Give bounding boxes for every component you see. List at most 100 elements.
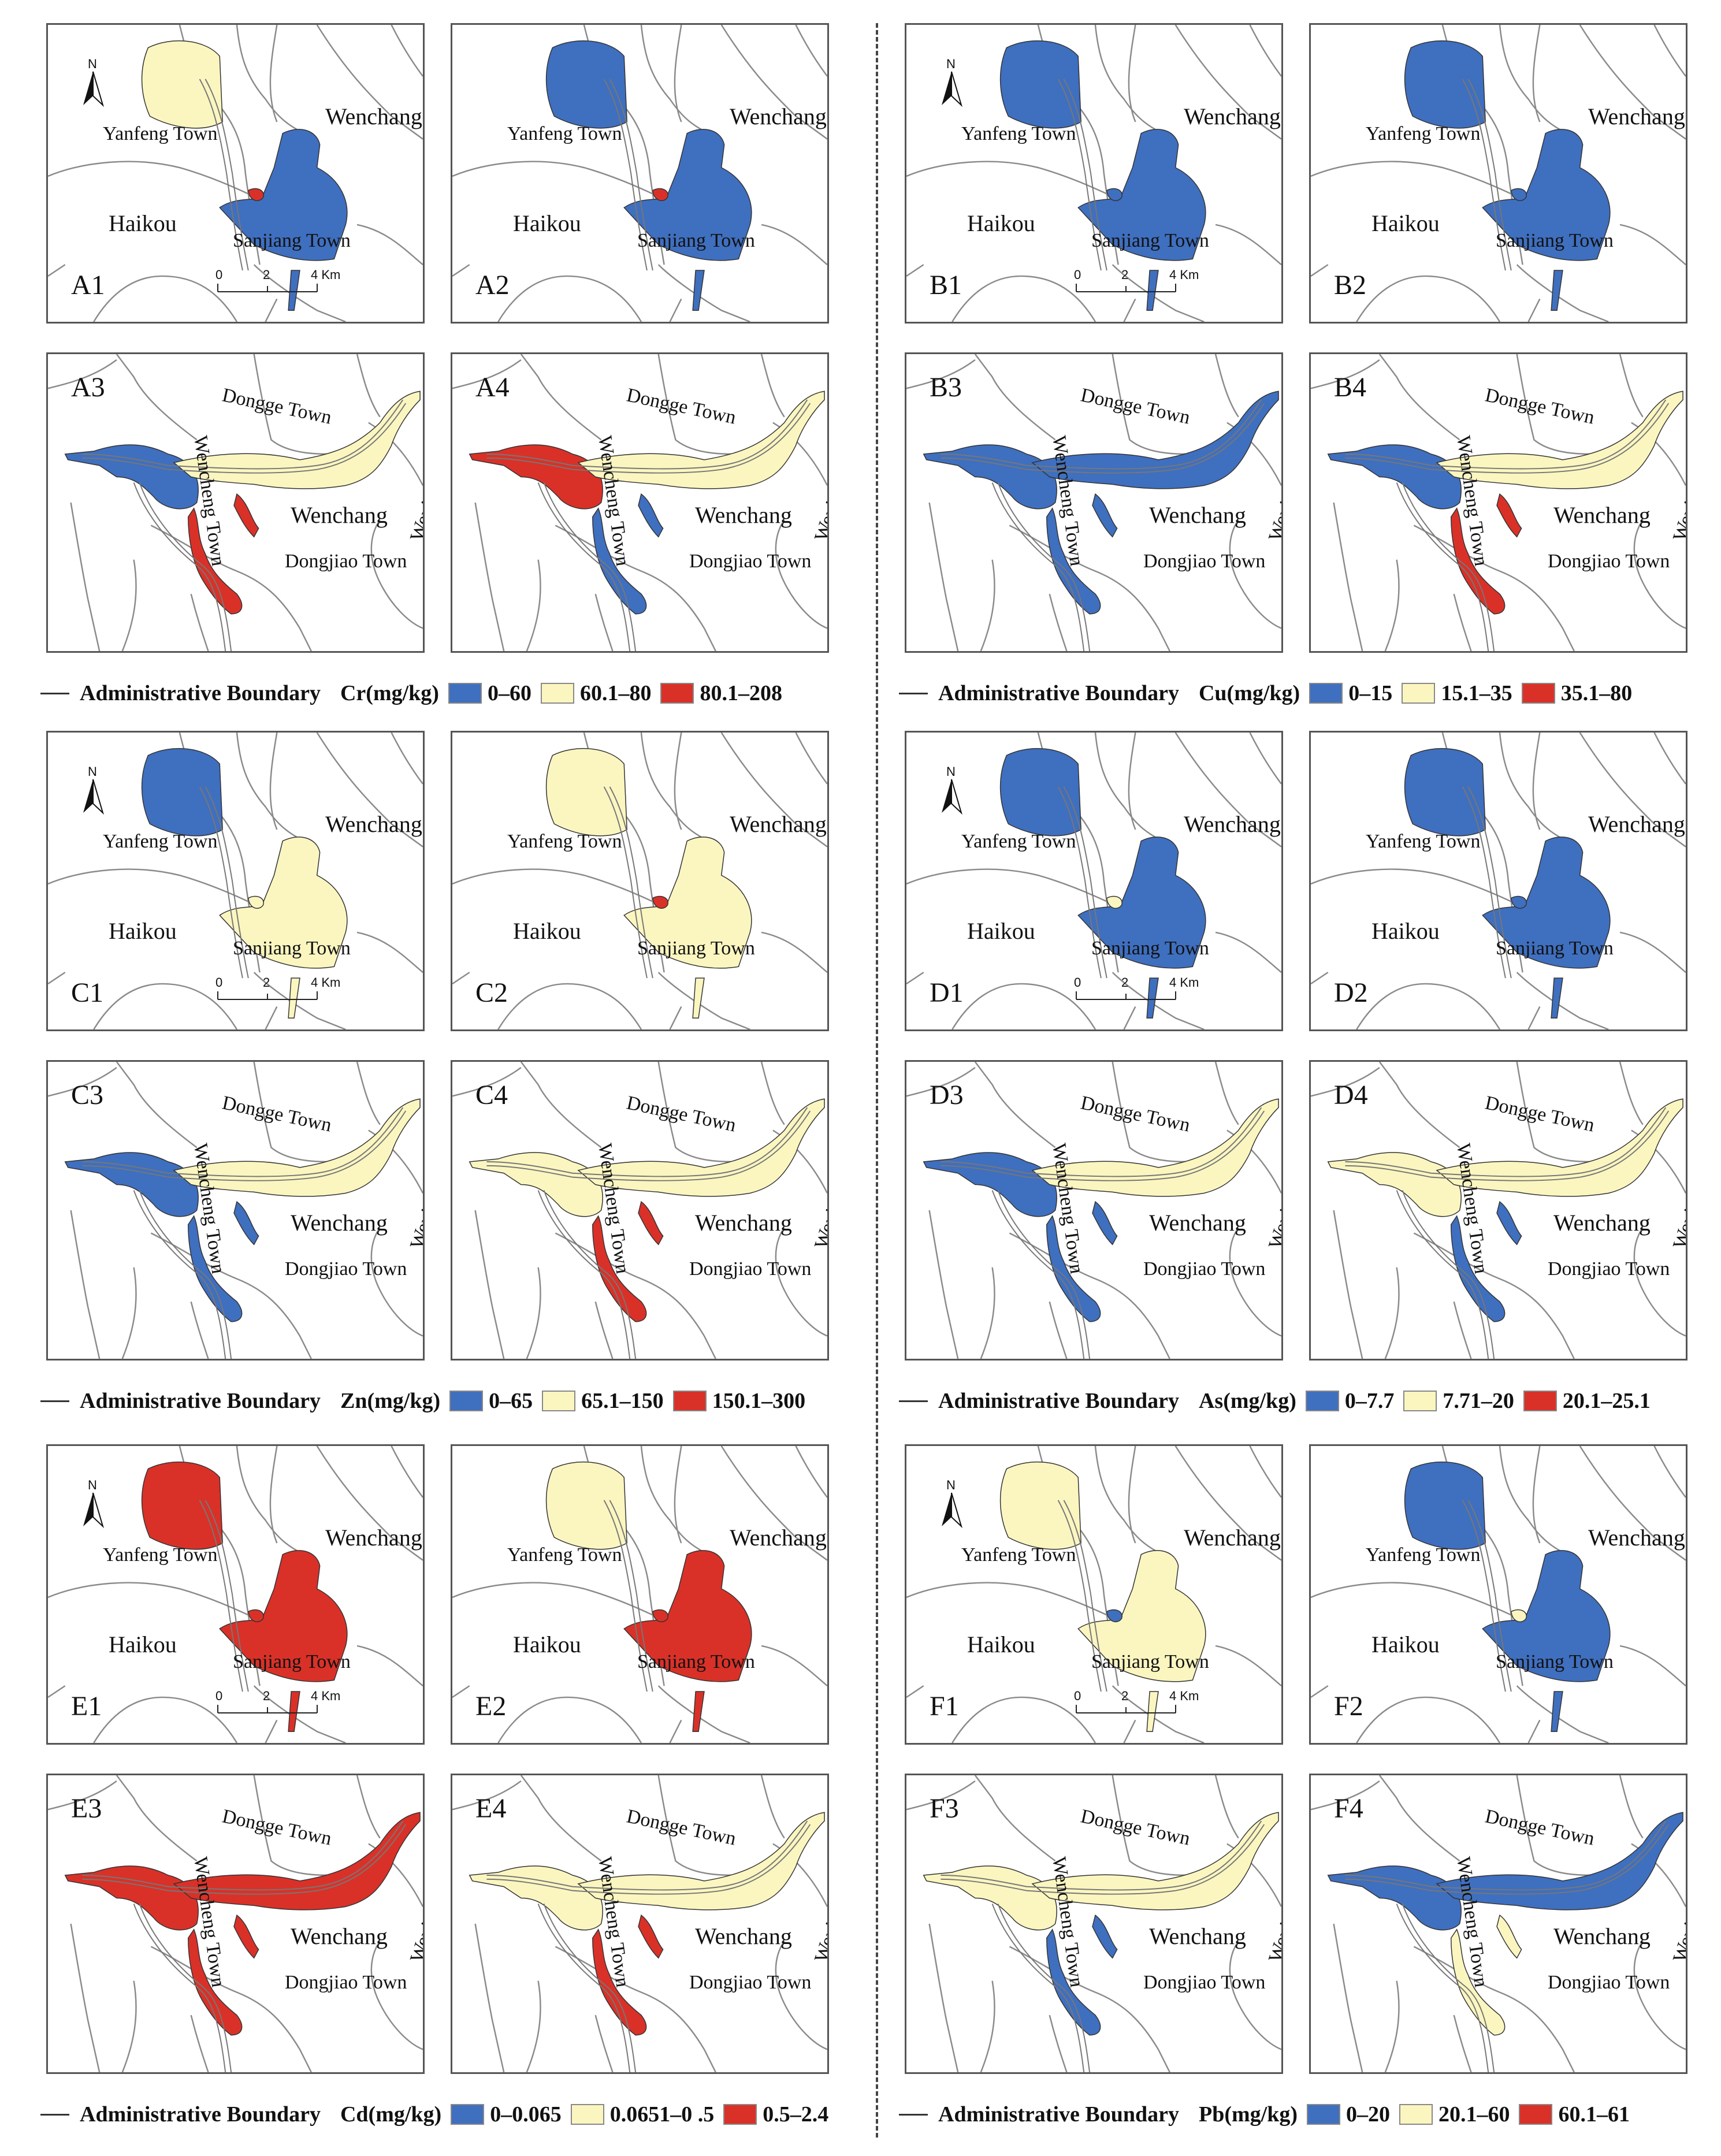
place-wenchang: Wenchang [695, 1210, 792, 1236]
concentration-zone [1031, 391, 1279, 489]
map-panel-d1: D1 Yanfeng Town Wenchang Haikou Sanjiang Tow… [905, 731, 1283, 1031]
concentration-zone [652, 1609, 668, 1623]
panel-label: D1 [930, 977, 964, 1008]
concentration-zone [1404, 40, 1486, 129]
concentration-zone [545, 40, 627, 129]
concentration-zone [1031, 1098, 1279, 1197]
concentration-zone [1046, 1200, 1118, 1322]
scale-bar: 0 2 4 Km [1074, 267, 1201, 302]
concentration-zone [1511, 1609, 1527, 1623]
legend-boundary-label: Administrative Boundary [80, 2102, 321, 2127]
concentration-zone [1436, 1812, 1683, 1910]
legend-class-label: 20.1–25.1 [1562, 1389, 1651, 1413]
concentration-zone [248, 1609, 264, 1623]
place-sanjiang: Sanjiang Town [1496, 1651, 1614, 1672]
legend-class-label: 60.1–80 [579, 681, 652, 705]
place-haikou: Haikou [967, 918, 1035, 944]
scale-bar: 0 2 4 Km [1074, 1689, 1201, 1723]
place-haikou: Haikou [967, 1631, 1035, 1657]
map-panel-c1: C1 Yanfeng Town Wenchang Haikou Sanjiang Tow… [46, 731, 425, 1031]
concentration-zone [1451, 493, 1522, 615]
concentration-zone [1106, 188, 1122, 202]
panel-label: F4 [1334, 1793, 1363, 1824]
boundary-line-icon [40, 1400, 69, 1402]
legend-swatch-mid [540, 683, 574, 704]
scale-label-0: 0 [215, 267, 223, 282]
legend-swatch-low [451, 2104, 485, 2125]
place-yanfeng: Yanfeng Town [507, 1544, 622, 1566]
concentration-zone [545, 1461, 627, 1550]
concentration-zone [592, 1914, 664, 2036]
scale-label-4km: 4 Km [311, 267, 341, 282]
concentration-zone [1031, 1812, 1279, 1910]
place-sanjiang: Sanjiang Town [233, 938, 351, 959]
place-sanjiang: Sanjiang Town [1091, 230, 1209, 251]
boundary-line-icon [40, 692, 69, 694]
place-yanfeng: Yanfeng Town [1366, 1544, 1481, 1566]
place-wenchang: Wenchang [325, 811, 422, 837]
place-sanjiang: Sanjiang Town [1091, 938, 1209, 959]
legend-swatch-low [1305, 1391, 1339, 1411]
place-dongjiao: Dongjiao Town [285, 551, 407, 572]
place-haikou: Haikou [109, 1631, 177, 1657]
place-sanjiang: Sanjiang Town [637, 938, 755, 959]
concentration-zone [1404, 748, 1486, 837]
panel-label: F1 [930, 1691, 959, 1722]
place-haikou: Haikou [109, 210, 177, 236]
place-wenchang: Wenchang [325, 103, 422, 129]
legend-swatch-high [672, 1391, 707, 1411]
place-dongjiao: Dongjiao Town [1143, 1258, 1266, 1280]
boundary-line-icon [899, 1400, 928, 1402]
legend-swatch-mid [1403, 1391, 1437, 1411]
concentration-zone [173, 1812, 421, 1910]
panel-label: B2 [1334, 270, 1367, 300]
map-panel-a2: A2 Yanfeng Town Wenchang Haikou Sanjiang Tow… [451, 23, 829, 324]
legend-class-label: 80.1–208 [700, 681, 782, 705]
concentration-zone [545, 748, 627, 837]
panel-label: D2 [1334, 977, 1368, 1008]
place-dongjiao: Dongjiao Town [285, 1258, 407, 1280]
concentration-zone [1511, 188, 1527, 202]
legend-c: Administrative Boundary Zn(mg/kg) 0–65 65.1… [40, 1384, 805, 1418]
legend-class-label: 60.1–61 [1558, 2102, 1630, 2127]
place-yanfeng: Yanfeng Town [961, 831, 1076, 852]
legend-boundary-label: Administrative Boundary [80, 1389, 321, 1413]
place-yanfeng: Yanfeng Town [103, 1544, 218, 1566]
concentration-zone [1436, 391, 1683, 489]
concentration-zone [188, 493, 259, 615]
place-wenchang: Wenchang [1588, 811, 1685, 837]
place-dongjiao: Dongjiao Town [1548, 551, 1670, 572]
legend-class-label: 15.1–35 [1441, 681, 1512, 705]
concentration-zone [1106, 1609, 1122, 1623]
concentration-zone [1511, 895, 1527, 909]
panel-label: B4 [1334, 372, 1367, 403]
place-wenchang: Wenchang [1588, 103, 1685, 129]
legend-class-label: 0.5–2.4 [763, 2102, 829, 2127]
panel-label: C3 [71, 1080, 104, 1110]
place-dongjiao: Dongjiao Town [1143, 551, 1266, 572]
scale-label-0: 0 [1074, 975, 1081, 990]
place-wenchang: Wenchang [730, 103, 827, 129]
map-panel-f1: F1 Yanfeng Town Wenchang Haikou Sanjiang Tow… [905, 1444, 1283, 1745]
scale-label-4km: 4 Km [311, 975, 341, 990]
legend-boundary-label: Administrative Boundary [80, 681, 321, 705]
concentration-zone [1404, 1461, 1486, 1550]
legend-class-label: 7.71–20 [1443, 1389, 1514, 1413]
legend-class-label: 20.1–60 [1438, 2102, 1510, 2127]
north-arrow-icon: N [80, 1478, 114, 1530]
place-wenchang: Wenchang [291, 1210, 388, 1236]
concentration-zone [141, 40, 223, 129]
scale-label-0: 0 [215, 1689, 223, 1703]
concentration-zone [188, 1200, 259, 1322]
place-wenchang: Wenchang [1149, 1923, 1246, 1949]
scale-label-0: 0 [1074, 267, 1081, 282]
place-wenchang: Wenchang [695, 1923, 792, 1949]
north-arrow-icon: N [938, 57, 973, 109]
legend-swatch-low [1306, 2104, 1340, 2125]
concentration-zone [1046, 493, 1118, 615]
north-arrow-icon: N [938, 764, 973, 816]
place-haikou: Haikou [1371, 210, 1440, 236]
